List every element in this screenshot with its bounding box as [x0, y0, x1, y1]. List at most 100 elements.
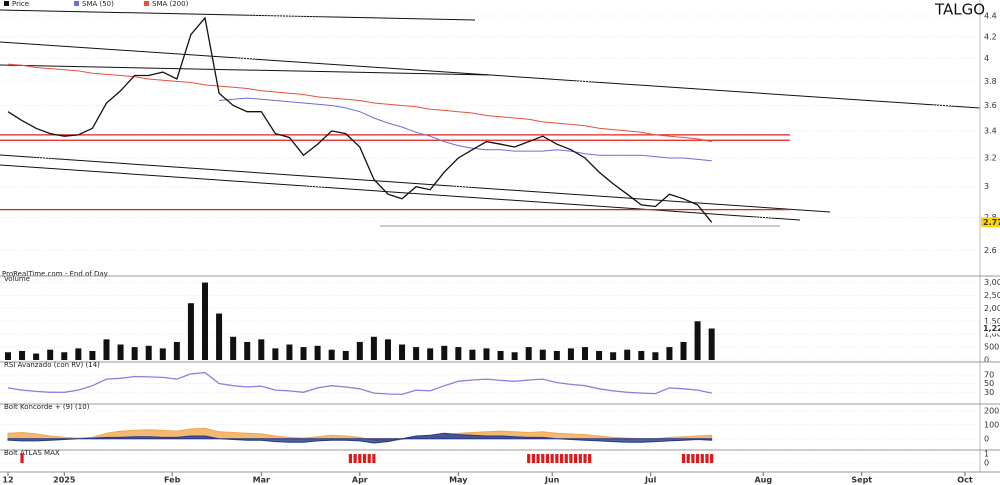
bar: [578, 454, 582, 463]
panel-title: Bolt ATLAS MAX: [4, 449, 60, 457]
line: [219, 97, 712, 162]
bar: [666, 347, 673, 360]
bar: [19, 350, 26, 360]
bar: [358, 454, 362, 463]
trendline: [0, 9, 476, 21]
y-tick-label: 1: [984, 450, 989, 459]
legend-label: SMA (200): [152, 0, 189, 8]
bar: [652, 352, 659, 360]
bar: [427, 348, 434, 360]
bar: [348, 454, 353, 463]
bar: [700, 454, 704, 463]
x-tick-label: Jul: [644, 476, 657, 485]
bar: [564, 454, 568, 463]
x-tick-label: Mar: [253, 476, 270, 485]
y-tick-label: 4.4: [984, 12, 997, 21]
y-tick-label: 100: [984, 420, 999, 429]
bar: [258, 339, 265, 360]
y-tick-label: 3: [984, 182, 989, 191]
last-value-box: [981, 217, 1000, 228]
bar: [89, 350, 96, 360]
bar: [367, 454, 371, 463]
y-tick-label: 2,500k: [984, 291, 1000, 300]
bar: [574, 454, 578, 463]
x-tick-label: Aug: [754, 476, 772, 485]
bar: [187, 303, 194, 360]
y-tick-label: 200: [984, 406, 999, 415]
y-tick-label: 0: [984, 356, 989, 365]
bar: [610, 352, 617, 360]
y-tick-label: 2,000k: [984, 304, 1000, 313]
trendline: [0, 164, 801, 221]
last-value-box: [981, 323, 1000, 334]
legend-swatch: [4, 1, 9, 6]
bar: [539, 349, 546, 360]
x-tick-label: Sept: [851, 476, 872, 485]
bar: [691, 454, 695, 463]
bar: [581, 347, 588, 360]
bar: [525, 347, 532, 360]
trendline: [0, 64, 491, 76]
x-tick-label: Oct: [957, 476, 973, 485]
panel-title: RSI Avanzado (con RV) (14): [4, 361, 100, 369]
bar: [103, 339, 110, 360]
y-tick-label: 50: [984, 379, 994, 388]
bar: [588, 454, 592, 463]
bar: [686, 454, 690, 463]
area: [7, 432, 713, 444]
bar: [680, 341, 687, 360]
bar: [694, 321, 701, 360]
bar: [455, 347, 462, 360]
bar: [638, 350, 645, 360]
bar: [681, 454, 686, 463]
bar: [555, 454, 559, 463]
bar: [545, 454, 550, 463]
bar: [47, 349, 54, 360]
x-tick-label: Jun: [544, 476, 560, 485]
bar: [145, 345, 152, 360]
bar: [272, 348, 279, 360]
bar: [596, 350, 603, 360]
y-tick-label: 500,000: [984, 343, 1000, 352]
bar: [300, 347, 307, 360]
y-tick-label: 3.6: [984, 101, 997, 110]
x-tick-label: May: [449, 476, 468, 485]
bar: [624, 349, 631, 360]
bar: [328, 349, 335, 360]
panel-title: Bolt Koncorde + (9) (10): [4, 403, 90, 411]
bar: [531, 454, 535, 463]
y-tick-label: 70: [984, 370, 994, 379]
bar: [559, 454, 564, 463]
bar: [441, 345, 448, 360]
line: [7, 371, 712, 396]
bar: [710, 454, 714, 463]
bar: [550, 454, 554, 463]
bar: [342, 350, 349, 360]
y-tick-label: 3.4: [984, 126, 997, 135]
x-tick-label: 2025: [53, 476, 76, 485]
bar: [230, 336, 237, 360]
bar: [483, 348, 490, 360]
bar: [567, 348, 574, 360]
watermark: ProRealTime.com - End of Day: [2, 270, 108, 278]
bar: [553, 350, 560, 360]
y-tick-label: 0: [984, 459, 989, 468]
bar: [469, 349, 476, 360]
panel-title: Volume: [4, 275, 30, 283]
bar: [497, 350, 504, 360]
bar: [413, 347, 420, 360]
bar: [33, 353, 40, 360]
line: [7, 63, 712, 143]
bar: [117, 344, 124, 360]
bar: [536, 454, 540, 463]
bar: [705, 454, 709, 463]
bar: [356, 341, 363, 360]
bar: [372, 454, 376, 463]
legend-swatch: [74, 1, 79, 6]
bar: [4, 352, 11, 360]
bar: [244, 341, 251, 360]
bar: [370, 336, 377, 360]
y-tick-label: 30: [984, 388, 994, 397]
